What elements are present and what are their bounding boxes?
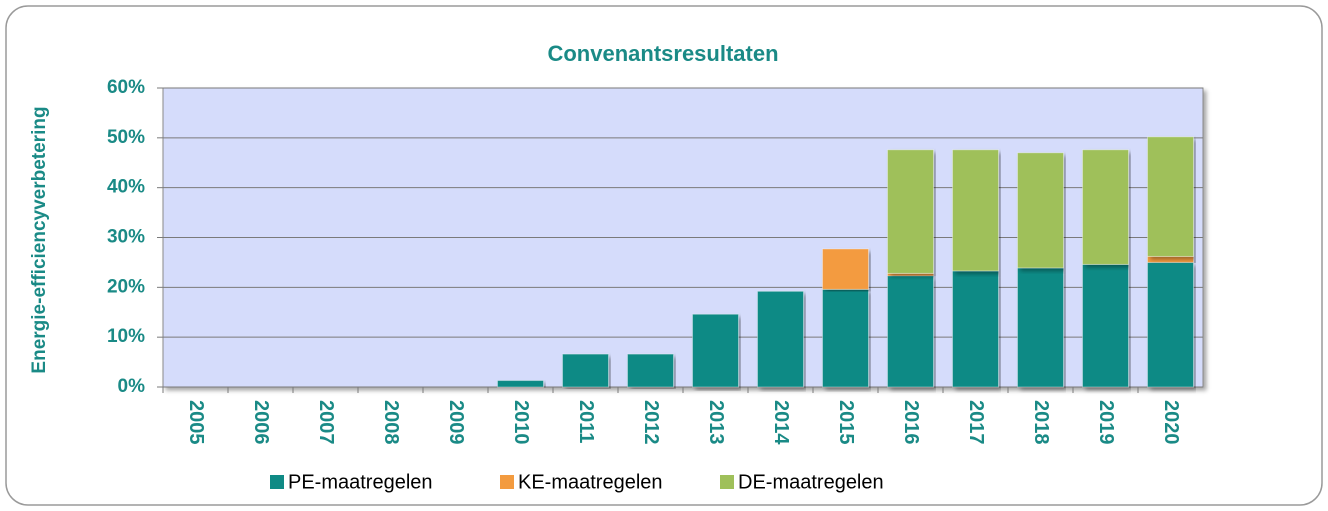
x-tick-label: 2013 [705, 400, 727, 445]
bar-segment [1147, 136, 1194, 257]
x-tick-label: 2009 [445, 400, 467, 445]
bar-segment [757, 290, 804, 388]
x-tick-label: 2016 [900, 400, 922, 445]
y-tick-label: 10% [107, 326, 145, 347]
chart-title: Convenantsresultaten [547, 41, 778, 66]
y-tick-label: 0% [118, 376, 146, 397]
x-tick-label: 2014 [770, 400, 792, 445]
legend-swatch [720, 475, 734, 489]
bar-segment [627, 353, 674, 388]
bar-segment [822, 248, 869, 290]
y-tick-label: 20% [107, 276, 145, 297]
bar-segment [692, 313, 739, 388]
bar-segment [562, 353, 609, 388]
y-axis-label: Energie-efficiencyverbetering [29, 106, 50, 373]
bar-segment [887, 149, 934, 274]
bar-segment [1147, 261, 1194, 388]
legend-swatch [270, 475, 284, 489]
x-tick-label: 2018 [1030, 400, 1052, 445]
bar-segment [497, 380, 544, 388]
bar-segment [887, 275, 934, 388]
x-tick-label: 2020 [1160, 400, 1182, 445]
legend-swatch [500, 475, 514, 489]
bar-segment [1017, 267, 1064, 388]
bar-segment [1082, 263, 1129, 388]
x-tick-label: 2017 [965, 400, 987, 445]
bar-segment [1017, 152, 1064, 269]
x-tick-label: 2015 [835, 400, 857, 445]
bar-segment [1147, 255, 1194, 263]
x-tick-label: 2005 [185, 400, 207, 445]
x-tick-label: 2007 [315, 400, 337, 445]
legend-label: DE-maatregelen [738, 471, 884, 493]
y-tick-label: 30% [107, 227, 145, 248]
x-tick-label: 2011 [575, 400, 597, 443]
x-tick-label: 2008 [380, 400, 402, 445]
legend-label: PE-maatregelen [288, 471, 433, 493]
y-tick-label: 40% [107, 177, 145, 198]
y-tick-label: 60% [107, 77, 145, 98]
x-tick-label: 2012 [640, 400, 662, 445]
x-tick-label: 2019 [1095, 400, 1117, 445]
legend-label: KE-maatregelen [518, 471, 663, 493]
y-tick-label: 50% [107, 127, 145, 148]
x-tick-label: 2006 [250, 400, 272, 445]
bar-segment [822, 288, 869, 388]
bar-segment [952, 270, 999, 388]
x-tick-label: 2010 [510, 400, 532, 445]
bar-segment [1082, 149, 1129, 265]
bar-segment [952, 149, 999, 272]
